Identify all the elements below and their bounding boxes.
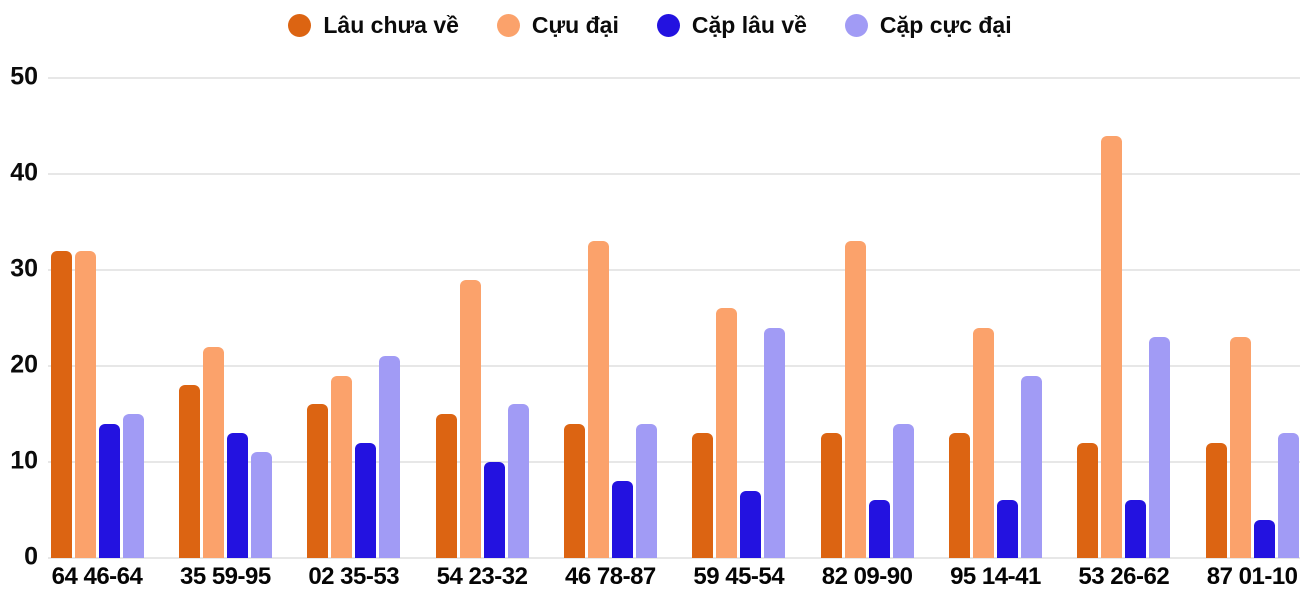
bar-cựu-đại-53 26-62[interactable] (1101, 135, 1123, 558)
bar-group-54 23-32 (435, 279, 529, 558)
x-axis-category-label: 95 14-41 (950, 563, 1041, 590)
legend-series-label: Cựu đại (531, 11, 619, 38)
bar-cặp-lâu-về-64 46-64[interactable] (98, 423, 120, 558)
bar-cặp-lâu-về-82 09-90[interactable] (868, 500, 890, 558)
x-axis-category-label: 02 35-53 (308, 563, 400, 590)
gridline-y-40 (48, 173, 1300, 175)
bar-cựu-đại-82 09-90[interactable] (844, 241, 866, 558)
bar-cựu-đại-95 14-41[interactable] (972, 327, 994, 558)
bar-cặp-lâu-về-53 26-62[interactable] (1125, 500, 1147, 558)
y-axis-tick-label-20: 20 (10, 350, 38, 379)
bar-cặp-cực-đại-64 46-64[interactable] (122, 414, 144, 558)
gridline-y-20 (48, 365, 1300, 367)
x-axis-category-label: 54 23-32 (436, 563, 528, 590)
bar-lâu-chưa-về-54 23-32[interactable] (435, 414, 457, 558)
bar-cặp-cực-đại-59 45-54[interactable] (764, 327, 786, 558)
bar-lâu-chưa-về-64 46-64[interactable] (50, 250, 72, 558)
bar-cặp-cực-đại-02 35-53[interactable] (379, 356, 401, 558)
chart-legend: Lâu chưa về Cựu đại Cặp lâu về Cặp cực đại (0, 6, 1300, 44)
bar-cặp-cực-đại-46 78-87[interactable] (635, 423, 657, 558)
x-axis-category-label: 46 78-87 (565, 563, 656, 590)
bar-lâu-chưa-về-53 26-62[interactable] (1077, 442, 1099, 558)
bar-cặp-lâu-về-46 78-87[interactable] (611, 481, 633, 558)
bar-group-95 14-41 (948, 327, 1042, 558)
bar-cựu-đại-02 35-53[interactable] (331, 375, 353, 558)
legend-series-dot-icon (288, 13, 312, 37)
bar-cựu-đại-54 23-32[interactable] (459, 279, 481, 558)
legend-series-label: Cặp lâu về (691, 11, 807, 38)
legend-item-2: Cặp lâu về (656, 11, 807, 39)
bar-group-64 46-64 (50, 250, 144, 558)
gridline-y-0 (48, 557, 1300, 559)
legend-series-dot-icon (496, 13, 520, 37)
legend-item-3: Cặp cực đại (844, 11, 1012, 39)
x-axis-category-label: 35 59-95 (179, 563, 271, 590)
bar-group-82 09-90 (820, 241, 914, 558)
bar-cặp-cực-đại-35 59-95[interactable] (250, 452, 272, 558)
bar-cặp-lâu-về-35 59-95[interactable] (226, 433, 248, 558)
bar-cặp-cực-đại-54 23-32[interactable] (507, 404, 529, 558)
gridline-y-30 (48, 269, 1300, 271)
y-axis-tick-label-40: 40 (10, 158, 38, 187)
legend-series-dot-icon (656, 13, 680, 37)
bar-cặp-lâu-về-54 23-32[interactable] (483, 462, 505, 558)
bar-cựu-đại-87 01-10[interactable] (1229, 337, 1251, 558)
bar-group-53 26-62 (1077, 135, 1171, 558)
bar-cặp-lâu-về-02 35-53[interactable] (355, 442, 377, 558)
bar-lâu-chưa-về-35 59-95[interactable] (178, 385, 200, 558)
bar-lâu-chưa-về-46 78-87[interactable] (563, 423, 585, 558)
legend-item-0: Lâu chưa về (288, 12, 459, 39)
y-axis-tick-label-50: 50 (10, 62, 38, 91)
bar-lâu-chưa-về-02 35-53[interactable] (307, 404, 329, 558)
x-axis-category-label: 64 46-64 (51, 563, 143, 590)
legend-series-label: Lâu chưa về (323, 11, 459, 38)
bar-cặp-cực-đại-53 26-62[interactable] (1149, 337, 1171, 558)
gridline-y-50 (48, 77, 1300, 79)
bar-lâu-chưa-về-82 09-90[interactable] (820, 433, 842, 558)
bar-cựu-đại-46 78-87[interactable] (587, 241, 609, 558)
x-axis-category-label: 82 09-90 (821, 563, 913, 590)
bar-lâu-chưa-về-87 01-10[interactable] (1205, 442, 1227, 558)
bar-cựu-đại-64 46-64[interactable] (74, 250, 96, 558)
bar-group-35 59-95 (178, 346, 272, 558)
legend-item-1: Cựu đại (496, 11, 619, 39)
x-axis-category-label: 53 26-62 (1078, 563, 1170, 590)
bar-cựu-đại-35 59-95[interactable] (202, 346, 224, 558)
bar-cặp-lâu-về-87 01-10[interactable] (1253, 519, 1275, 558)
gridline-y-10 (48, 461, 1300, 463)
bar-cặp-lâu-về-59 45-54[interactable] (740, 490, 762, 558)
bar-cựu-đại-59 45-54[interactable] (716, 308, 738, 558)
bar-lâu-chưa-về-59 45-54[interactable] (692, 433, 714, 558)
bar-cặp-cực-đại-82 09-90[interactable] (892, 423, 914, 558)
x-axis-category-label: 59 45-54 (693, 563, 785, 590)
y-axis-tick-label-30: 30 (10, 254, 38, 283)
bar-lâu-chưa-về-95 14-41[interactable] (948, 433, 970, 558)
legend-series-label: Cặp cực đại (879, 11, 1012, 38)
y-axis-tick-label-10: 10 (10, 446, 38, 475)
bar-group-59 45-54 (692, 308, 786, 558)
bar-cặp-cực-đại-95 14-41[interactable] (1020, 375, 1042, 558)
legend-series-dot-icon (844, 13, 868, 37)
bar-group-46 78-87 (563, 241, 657, 558)
x-axis-category-label: 87 01-10 (1206, 563, 1298, 590)
bar-cặp-lâu-về-95 14-41[interactable] (996, 500, 1018, 558)
y-axis-tick-label-0: 0 (24, 542, 38, 571)
bar-group-02 35-53 (307, 356, 401, 558)
bar-group-87 01-10 (1205, 337, 1299, 558)
bar-cặp-cực-đại-87 01-10[interactable] (1277, 433, 1299, 558)
